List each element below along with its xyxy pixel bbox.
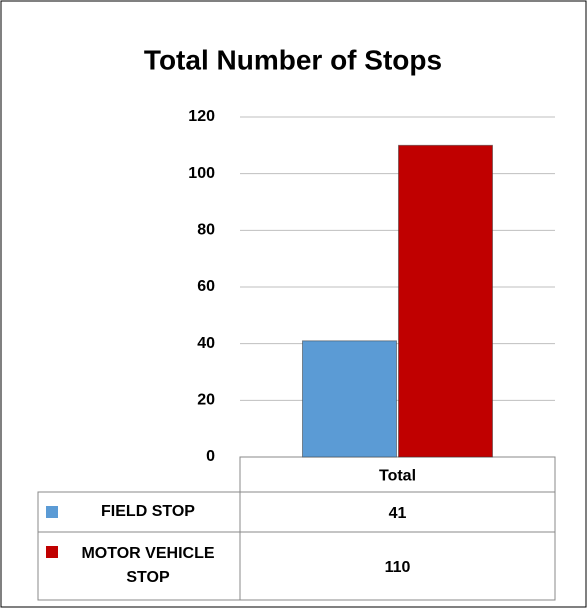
table-row: [37, 531, 556, 601]
y-tick-label: 100: [188, 165, 215, 182]
legend-label: FIELD STOP: [101, 503, 195, 520]
legend-cell: FIELD STOP: [101, 503, 195, 520]
y-tick-label: 120: [188, 108, 215, 125]
y-tick-label: 0: [206, 448, 215, 465]
legend-cell: MOTOR VEHICLE STOP: [81, 545, 215, 586]
bar: [398, 144, 493, 458]
y-tick-label: 80: [197, 222, 215, 239]
x-tick-label: Total: [379, 468, 416, 485]
bar: [302, 340, 397, 458]
y-tick-label: 40: [197, 335, 215, 352]
table-value: 41: [389, 505, 407, 522]
y-tick-label: 60: [197, 278, 215, 295]
chart-title: Total Number of Stops: [144, 44, 442, 75]
y-tick-label: 20: [197, 392, 215, 409]
legend-key: [46, 546, 58, 558]
legend-key: [46, 506, 58, 518]
legend-label: MOTOR VEHICLE STOP: [81, 545, 215, 586]
table-value: 110: [385, 559, 411, 576]
